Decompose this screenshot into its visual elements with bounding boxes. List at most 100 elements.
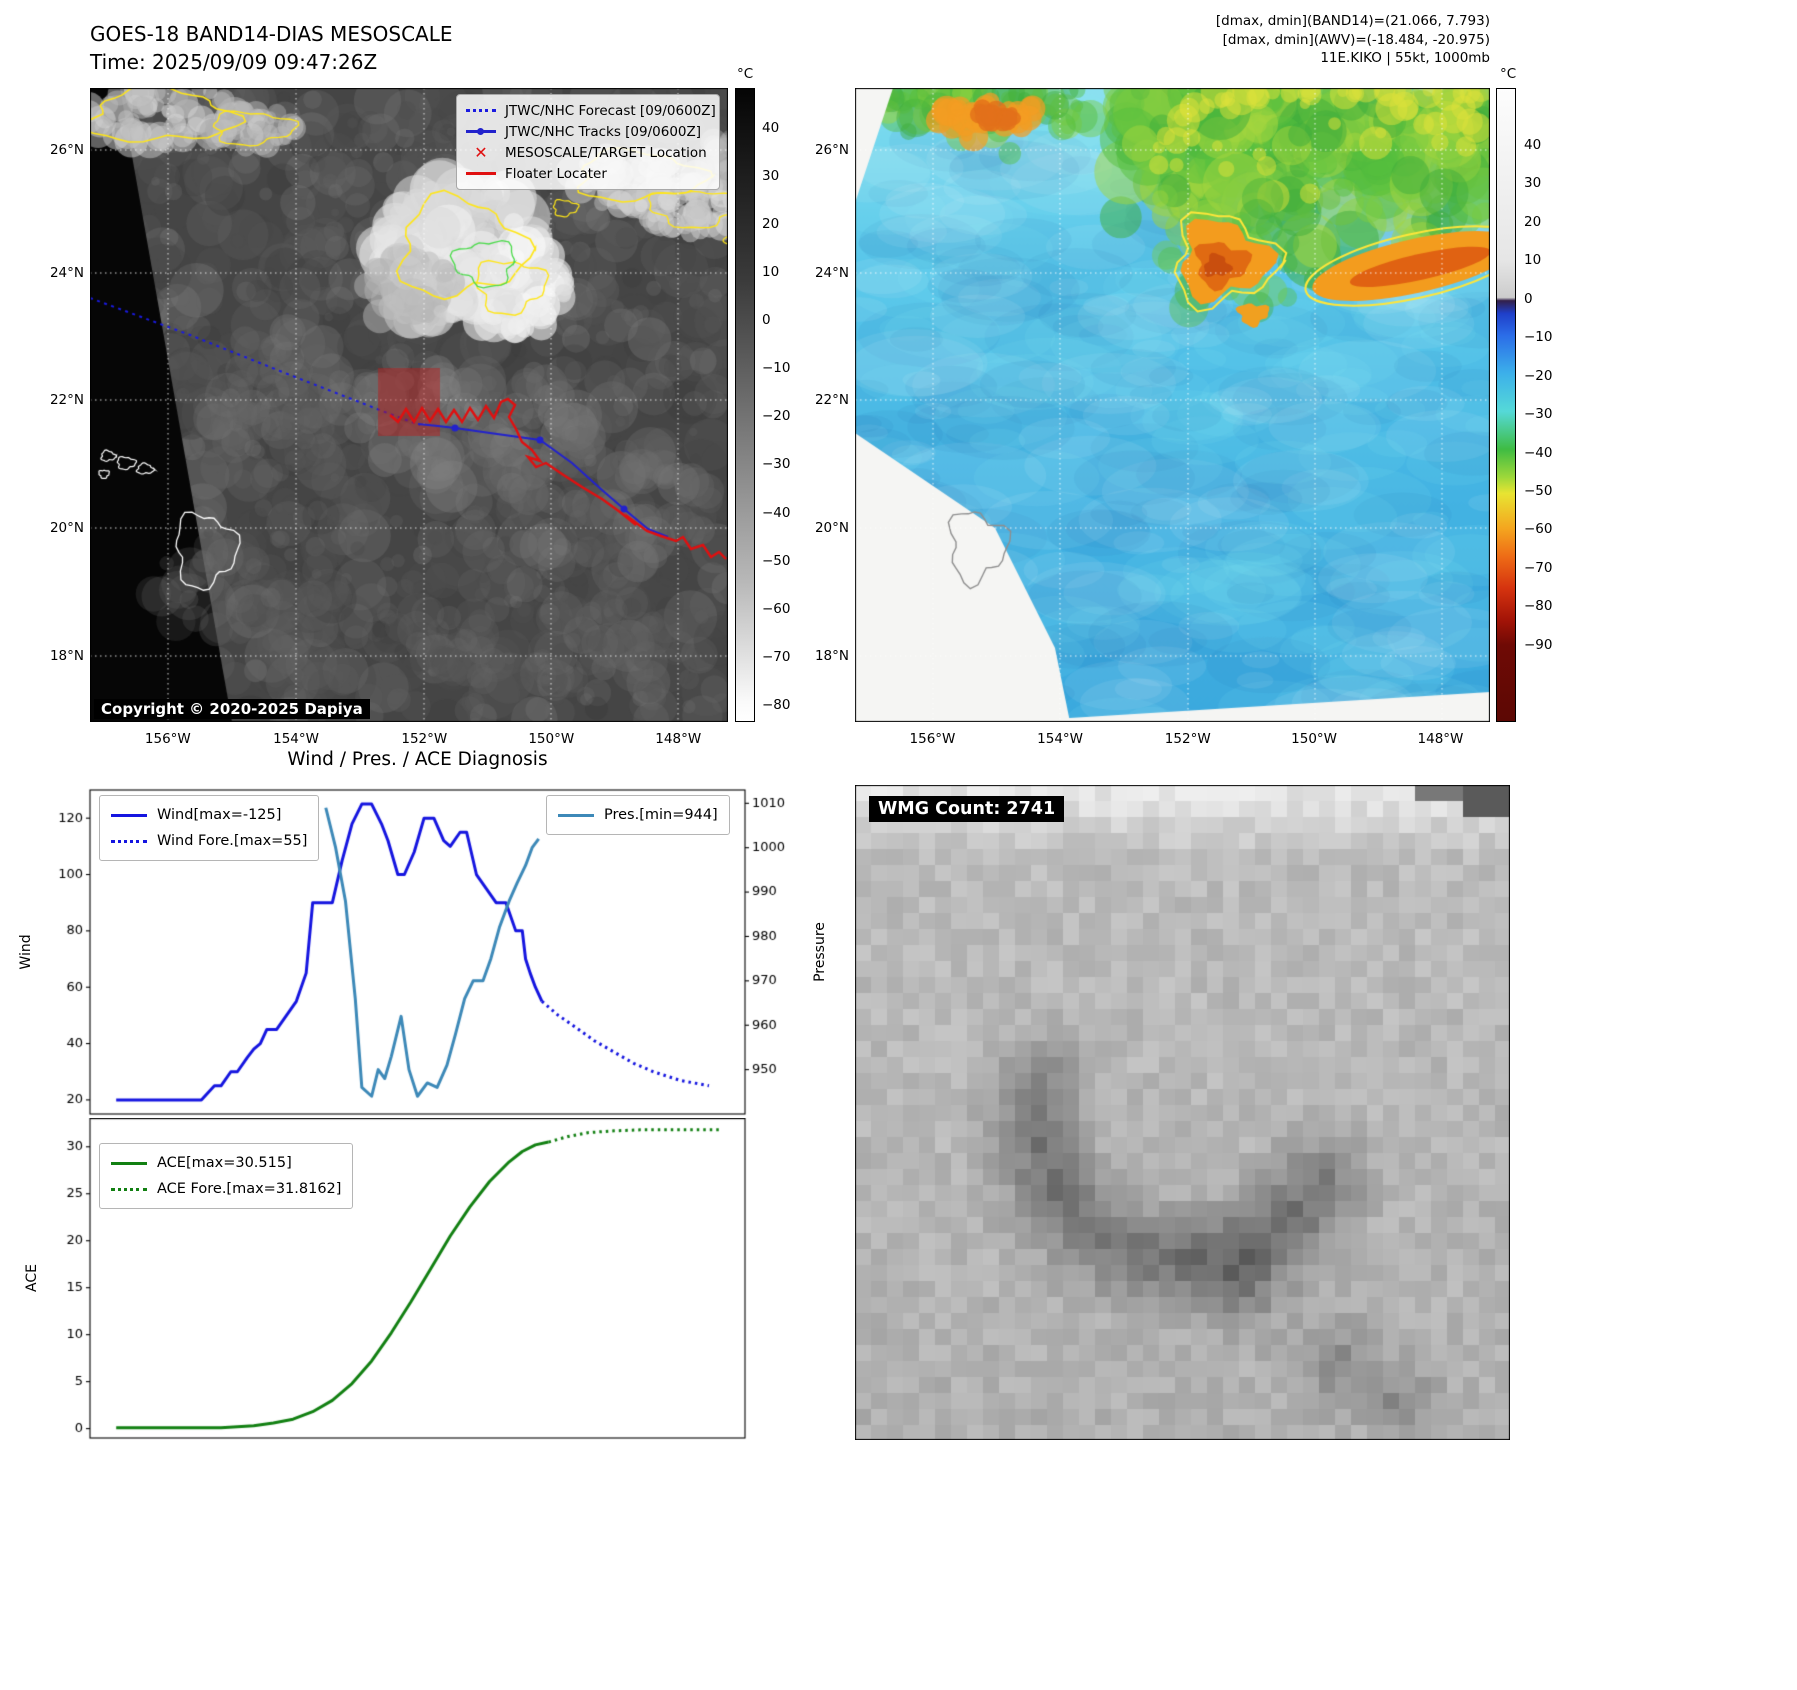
ace-forecast-legend-label: ACE Fore.[max=31.8162] <box>157 1181 342 1197</box>
legend-label-target: MESOSCALE/TARGET Location <box>505 144 707 161</box>
axis-tick-label: 148°W <box>1417 731 1464 747</box>
axis-tick-label: −60 <box>1524 521 1553 538</box>
wind-legend-row-obs: Wind[max=-125] <box>111 802 307 828</box>
axis-tick-label: 24°N <box>49 265 84 282</box>
axis-tick-label: −40 <box>762 504 791 521</box>
band14-map-legend: JTWC/NHC Forecast [09/0600Z] JTWC/NHC Tr… <box>456 94 720 190</box>
wind-line-icon <box>111 813 147 817</box>
axis-tick-label: 10 <box>1524 252 1542 269</box>
axis-tick-label: 156°W <box>144 731 191 747</box>
ace-legend-row-obs: ACE[max=30.515] <box>111 1150 341 1176</box>
axis-tick-label: −90 <box>1524 636 1553 653</box>
axis-tick-label: 30 <box>762 168 780 185</box>
floater-line-icon <box>466 172 496 175</box>
axis-tick-label: 40 <box>762 119 780 136</box>
track-line-icon <box>466 128 496 135</box>
ace-line-icon <box>111 1161 147 1165</box>
awv-header-line3: 11E.KIKO | 55kt, 1000mb <box>1320 50 1490 66</box>
axis-tick-label: 10 <box>762 264 780 281</box>
band14-colorbar-unit: °C <box>737 66 754 82</box>
ace-forecast-line-icon <box>111 1187 147 1191</box>
axis-tick-label: 26°N <box>814 142 849 159</box>
legend-label-tracks: JTWC/NHC Tracks [09/0600Z] <box>505 123 702 140</box>
ace-legend: ACE[max=30.515] ACE Fore.[max=31.8162] <box>99 1143 354 1209</box>
axis-tick-label: 20°N <box>814 519 849 536</box>
axis-tick-label: −10 <box>762 360 791 377</box>
axis-tick-label: 30 <box>1524 175 1542 192</box>
axis-tick-label: 154°W <box>1037 731 1084 747</box>
axis-tick-label: 18°N <box>49 648 84 665</box>
legend-label-floater: Floater Locater <box>505 165 607 182</box>
axis-tick-label: −60 <box>762 600 791 617</box>
axis-tick-label: 20 <box>1524 213 1542 230</box>
wind-axis-label: Wind <box>18 934 34 970</box>
awv-map <box>855 88 1490 722</box>
band14-title: GOES-18 BAND14-DIAS MESOSCALE Time: 2025… <box>90 20 453 76</box>
legend-label-forecast: JTWC/NHC Forecast [09/0600Z] <box>505 102 716 119</box>
copyright-label: Copyright © 2020-2025 Dapiya <box>94 699 370 719</box>
wmg-map <box>855 785 1510 1440</box>
legend-row-forecast: JTWC/NHC Forecast [09/0600Z] <box>466 100 716 121</box>
axis-tick-label: 152°W <box>1164 731 1211 747</box>
axis-tick-label: 40 <box>1524 137 1542 154</box>
axis-tick-label: 152°W <box>401 731 448 747</box>
axis-tick-label: 0 <box>762 312 771 329</box>
axis-tick-label: −20 <box>1524 367 1553 384</box>
axis-tick-label: 154°W <box>273 731 319 747</box>
pressure-line-icon <box>558 813 594 817</box>
awv-header-line1: [dmax, dmin](BAND14)=(21.066, 7.793) <box>1215 13 1490 29</box>
axis-tick-label: 156°W <box>909 731 956 747</box>
axis-tick-label: 148°W <box>655 731 702 747</box>
ace-legend-row-forecast: ACE Fore.[max=31.8162] <box>111 1176 341 1202</box>
band14-colorbar <box>735 88 755 722</box>
forecast-dotted-line-icon <box>466 109 496 112</box>
wind-forecast-legend-label: Wind Fore.[max=55] <box>157 833 308 849</box>
legend-row-tracks: JTWC/NHC Tracks [09/0600Z] <box>466 121 710 142</box>
axis-tick-label: −50 <box>1524 482 1553 499</box>
axis-tick-label: 24°N <box>814 265 849 282</box>
ace-legend-label: ACE[max=30.515] <box>157 1155 292 1171</box>
pressure-legend-label: Pres.[min=944] <box>604 807 718 823</box>
band14-map <box>90 88 728 722</box>
awv-colorbar <box>1496 88 1516 722</box>
legend-row-target: ✕ MESOSCALE/TARGET Location <box>466 142 710 163</box>
track-dot-icon <box>477 128 484 135</box>
band14-title-line2: Time: 2025/09/09 09:47:26Z <box>90 50 378 74</box>
axis-tick-label: −30 <box>1524 406 1553 423</box>
pressure-legend-row: Pres.[min=944] <box>558 802 718 828</box>
axis-tick-label: −80 <box>1524 598 1553 615</box>
wind-legend: Wind[max=-125] Wind Fore.[max=55] <box>99 795 320 861</box>
target-x-icon: ✕ <box>474 143 488 162</box>
axis-tick-label: 22°N <box>814 391 849 408</box>
diagnosis-title: Wind / Pres. / ACE Diagnosis <box>287 749 548 770</box>
band14-title-line1: GOES-18 BAND14-DIAS MESOSCALE <box>90 22 453 46</box>
axis-tick-label: −50 <box>762 552 791 569</box>
pressure-axis-label: Pressure <box>812 922 828 982</box>
ace-axis-label: ACE <box>24 1264 40 1292</box>
legend-row-floater: Floater Locater <box>466 163 710 184</box>
axis-tick-label: −40 <box>1524 444 1553 461</box>
axis-tick-label: 0 <box>1524 290 1533 307</box>
wind-forecast-line-icon <box>111 839 147 843</box>
wind-legend-row-forecast: Wind Fore.[max=55] <box>111 828 307 854</box>
axis-tick-label: 20°N <box>49 519 84 536</box>
axis-tick-label: 150°W <box>528 731 575 747</box>
axis-tick-label: 150°W <box>1291 731 1338 747</box>
axis-tick-label: −10 <box>1524 329 1553 346</box>
axis-tick-label: −70 <box>1524 559 1553 576</box>
axis-tick-label: −80 <box>762 696 791 713</box>
awv-header-line2: [dmax, dmin](AWV)=(-18.484, -20.975) <box>1222 31 1490 48</box>
axis-tick-label: −70 <box>762 648 791 665</box>
axis-tick-label: 18°N <box>814 648 849 665</box>
axis-tick-label: −20 <box>762 408 791 425</box>
axis-tick-label: −30 <box>762 456 791 473</box>
pressure-legend: Pres.[min=944] <box>546 795 730 835</box>
axis-tick-label: 26°N <box>49 142 84 159</box>
wind-legend-label: Wind[max=-125] <box>157 807 282 823</box>
axis-tick-label: 22°N <box>49 391 84 408</box>
wmg-count-label: WMG Count: 2741 <box>869 796 1065 822</box>
awv-colorbar-unit: °C <box>1500 66 1517 82</box>
axis-tick-label: 20 <box>762 216 780 233</box>
awv-header: [dmax, dmin](BAND14)=(21.066, 7.793) [dm… <box>1000 12 1490 68</box>
